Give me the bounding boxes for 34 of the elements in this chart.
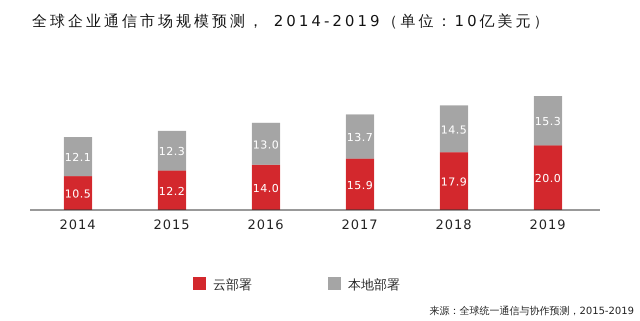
data-label: 10.5 [64,188,92,201]
data-label: 12.2 [158,184,186,198]
x-tick-label: 2018 [435,218,473,234]
source-note: 来源：全球统一通信与协作预测，2015-2019 [429,305,634,317]
data-label: 13.7 [346,131,374,144]
bar [440,105,468,152]
bar [252,164,280,210]
data-label: 20.0 [534,172,562,186]
chart-title: 全球企业通信市场规模预测， 2014-2019（单位：10亿美元） [32,12,552,30]
bar [64,176,92,210]
bar [346,158,374,210]
data-label: 13.0 [252,138,280,152]
legend-label: 云部署 [213,278,252,293]
data-label: 15.3 [534,115,562,128]
bar [252,122,280,165]
bar [64,137,92,176]
data-label: 17.9 [440,176,468,189]
x-tick-label: 2014 [59,218,97,234]
bar [534,145,562,210]
data-label: 12.3 [158,145,186,158]
data-label: 14.5 [440,123,468,136]
x-tick-label: 2017 [341,218,379,234]
x-tick-label: 2016 [247,218,285,234]
bar [534,96,562,146]
bar [440,152,468,210]
x-tick-label: 2019 [529,218,567,234]
bar [158,170,186,210]
data-label: 14.0 [252,182,280,195]
bar [158,130,186,171]
bar [346,114,374,159]
data-label: 15.9 [346,178,374,192]
legend-label: 本地部署 [348,278,400,293]
x-tick-label: 2015 [153,218,191,234]
data-label: 12.1 [64,151,92,164]
